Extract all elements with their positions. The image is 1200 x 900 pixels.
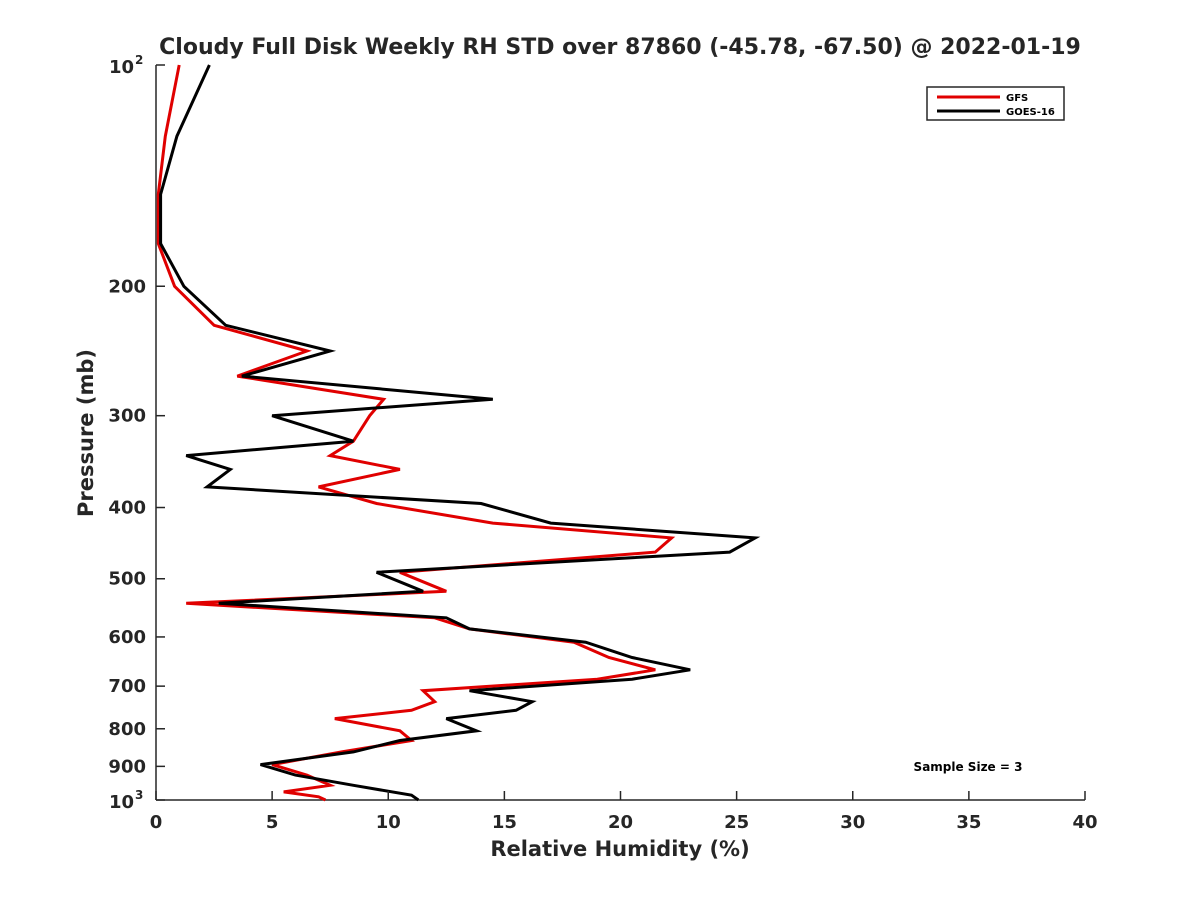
x-tick-label: 5 (266, 812, 279, 833)
x-tick-label: 0 (150, 812, 163, 833)
series-line-gfs (156, 64, 676, 802)
sample-size-annotation: Sample Size = 3 (914, 760, 1023, 774)
series-line-goes-16 (159, 64, 761, 802)
y-tick-label: 300 (108, 406, 146, 427)
x-tick-label: 25 (724, 812, 749, 833)
x-tick-label: 15 (492, 812, 517, 833)
x-axis-ticks: 0 5 10 15 20 25 30 35 40 (150, 791, 1098, 833)
y-axis-label: Pressure (mb) (74, 349, 98, 517)
series-layer (156, 64, 761, 802)
y-tick-label: 200 (108, 276, 146, 297)
chart-title: Cloudy Full Disk Weekly RH STD over 8786… (159, 35, 1081, 60)
y-tick-label: 500 (108, 569, 146, 590)
y-tick-label: 700 (108, 676, 146, 697)
x-tick-label: 30 (840, 812, 865, 833)
x-tick-label: 40 (1072, 812, 1097, 833)
plot-area (155, 65, 1085, 801)
y-tick-exponent: 3 (135, 788, 143, 802)
y-tick-label: 10 (109, 792, 134, 813)
legend-label: GOES-16 (1006, 107, 1055, 118)
x-tick-label: 35 (956, 812, 981, 833)
legend-label: GFS (1006, 93, 1028, 104)
x-tick-label: 10 (376, 812, 401, 833)
y-tick-label: 900 (108, 756, 146, 777)
y-tick-label: 400 (108, 498, 146, 519)
x-tick-label: 20 (608, 812, 633, 833)
legend: GFS GOES-16 (926, 86, 1065, 121)
y-tick-label: 10 (109, 57, 134, 78)
y-tick-exponent: 2 (135, 53, 143, 67)
y-tick-label: 600 (108, 627, 146, 648)
y-tick-label: 800 (108, 719, 146, 740)
x-axis-label: Relative Humidity (%) (490, 837, 749, 861)
legend-box (926, 86, 1065, 121)
